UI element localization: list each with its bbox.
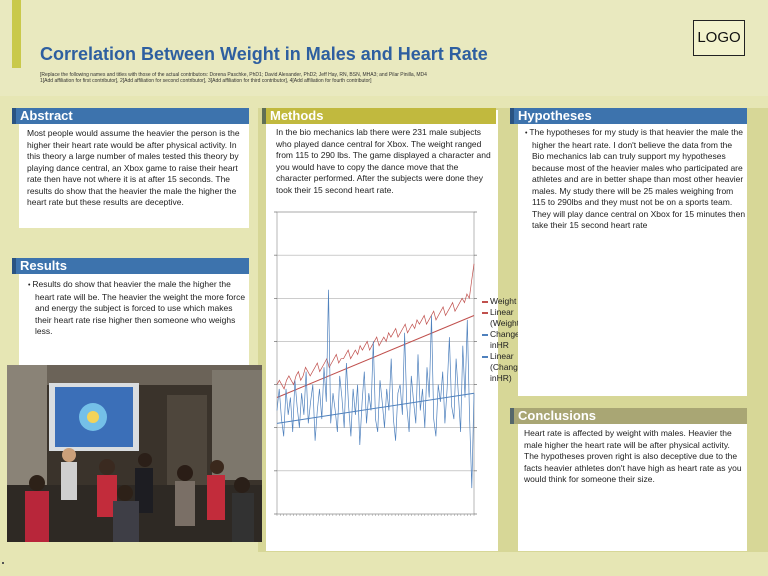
legend-label: Linear (Change inHR) xyxy=(490,351,523,383)
plot-area xyxy=(276,211,475,515)
chart-canvas xyxy=(274,211,477,516)
series-line-3 xyxy=(276,392,475,424)
hypotheses-heading: Hypotheses xyxy=(510,108,747,124)
legend-label: Linear (Weight) xyxy=(490,307,522,328)
abstract-text: Most people would assume the heavier the… xyxy=(27,128,240,207)
legend-label: Weight xyxy=(490,296,517,306)
methods-text: In the bio mechanics lab there were 231 … xyxy=(276,127,491,195)
logo-box: LOGO xyxy=(693,20,745,56)
dance-photo-illustration xyxy=(7,365,262,542)
series-line-2 xyxy=(276,289,475,489)
methods-heading: Methods xyxy=(262,108,496,124)
conclusions-panel xyxy=(518,410,747,551)
results-heading: Results xyxy=(12,258,249,274)
abstract-heading: Abstract xyxy=(12,108,249,124)
authors-line: [Replace the following names and titles … xyxy=(40,72,427,78)
lab-photo xyxy=(7,365,262,542)
abstract-panel xyxy=(19,110,249,228)
legend-item: Weight xyxy=(482,296,522,307)
authors-block: [Replace the following names and titles … xyxy=(40,72,427,84)
poster-title: Correlation Between Weight in Males and … xyxy=(40,44,488,64)
series-line-0 xyxy=(276,263,475,390)
conclusions-text: Heart rate is affected by weight with ma… xyxy=(524,428,742,484)
series-line-1 xyxy=(276,315,475,398)
line-chart xyxy=(269,208,495,518)
affiliations-line: 1[Add affiliation for first contributor]… xyxy=(40,78,372,84)
legend-item: Linear (Weight) xyxy=(482,307,522,329)
legend-label: Change inHR xyxy=(490,329,520,350)
stray-dot xyxy=(2,562,4,564)
conclusions-heading: Conclusions xyxy=(510,408,747,424)
legend-item: Linear (Change inHR) xyxy=(482,351,523,384)
header-band xyxy=(0,0,768,96)
results-text: Results do show that heavier the male th… xyxy=(27,279,247,338)
header-accent-bar xyxy=(12,0,21,68)
hypotheses-text: The hypotheses for my study is that heav… xyxy=(524,127,746,232)
chart-legend: Weight Linear (Weight) Change inHR Linea… xyxy=(482,296,523,384)
legend-item: Change inHR xyxy=(482,329,522,351)
